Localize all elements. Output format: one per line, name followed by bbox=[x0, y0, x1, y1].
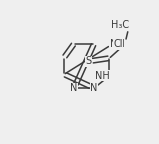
Text: S: S bbox=[86, 56, 92, 66]
Text: N: N bbox=[70, 83, 78, 93]
Text: Cl: Cl bbox=[113, 39, 123, 49]
Text: H₃C: H₃C bbox=[111, 20, 129, 30]
Text: NH: NH bbox=[110, 39, 125, 49]
Text: NH: NH bbox=[95, 71, 109, 81]
Text: N: N bbox=[90, 83, 98, 93]
